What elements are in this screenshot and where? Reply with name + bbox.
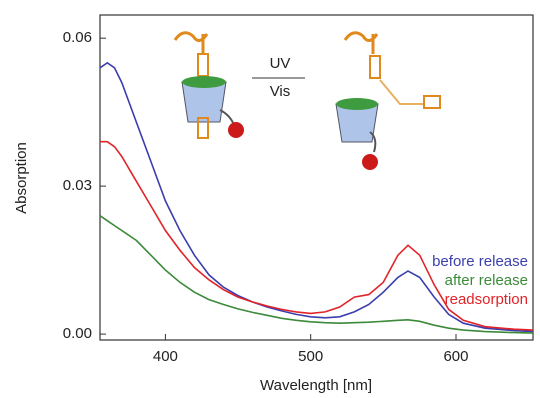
y-axis-label: Absorption	[13, 142, 30, 214]
annotation: Vis	[270, 83, 291, 100]
y-tick-label: 0.06	[63, 29, 92, 46]
legend-entry: readsorption	[445, 291, 528, 308]
series-line	[100, 140, 534, 331]
series-line	[99, 61, 534, 333]
x-tick-label: 500	[298, 348, 323, 365]
series-line	[99, 215, 534, 334]
x-tick-label: 400	[153, 348, 178, 365]
legend-entry: after release	[445, 272, 528, 289]
illustration	[173, 31, 441, 170]
y-tick-label: 0.03	[63, 177, 92, 194]
x-axis-label: Wavelength [nm]	[260, 377, 372, 394]
y-tick-label: 0.00	[63, 325, 92, 342]
plot-frame	[99, 14, 534, 341]
annotation: UV	[270, 55, 291, 72]
legend-entry: before release	[432, 253, 528, 270]
x-tick-label: 600	[443, 348, 468, 365]
